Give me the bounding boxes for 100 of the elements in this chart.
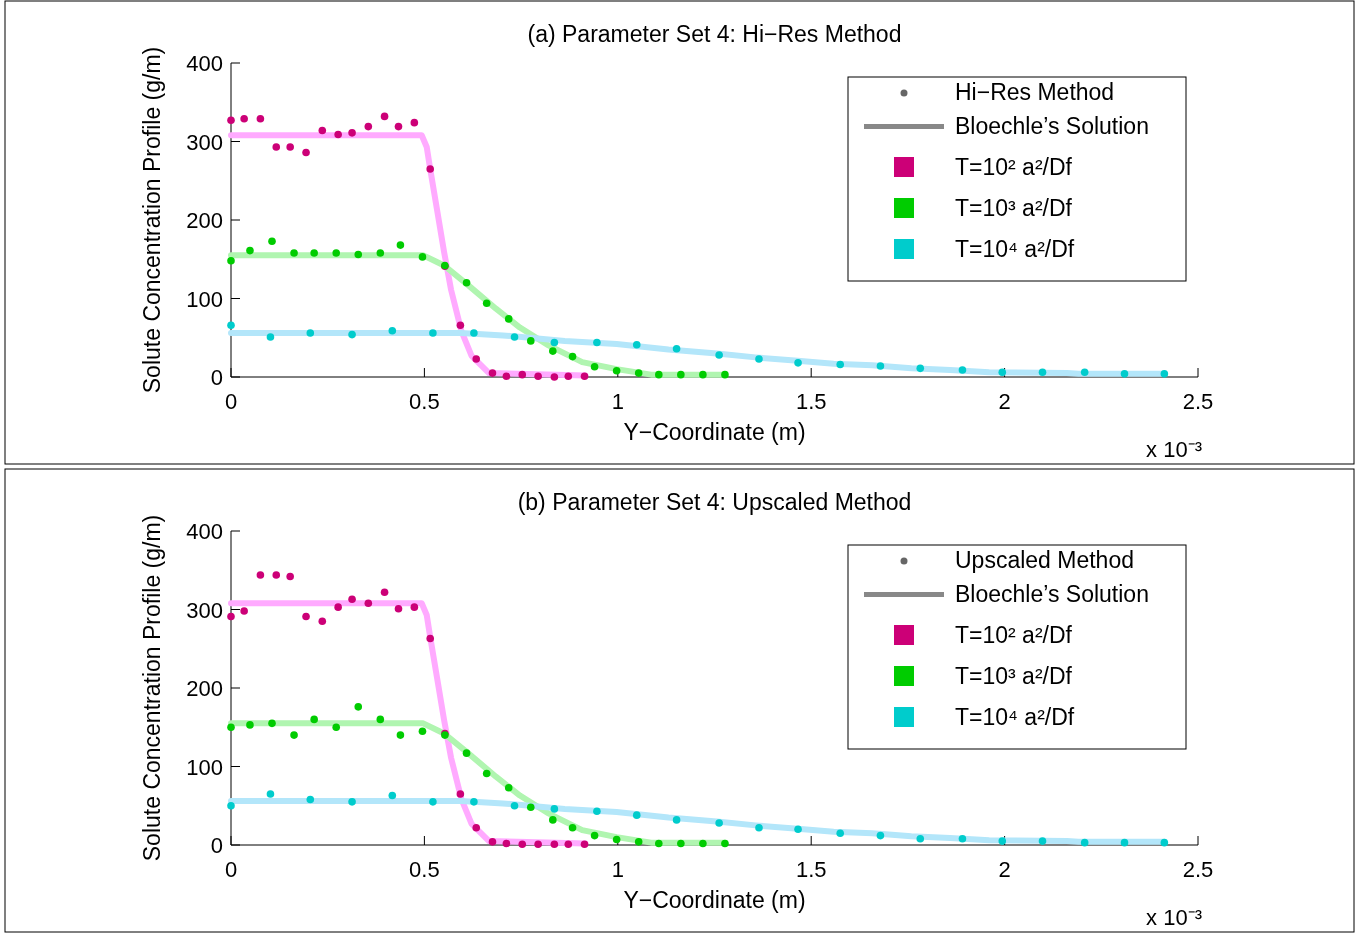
point <box>227 257 235 265</box>
point <box>410 118 419 127</box>
point <box>364 122 373 131</box>
text: x 10⁻³ <box>1146 437 1202 462</box>
point <box>502 372 511 381</box>
point <box>564 372 573 381</box>
point <box>916 364 925 373</box>
y-tick-label: 200 <box>186 208 223 233</box>
point <box>534 840 542 849</box>
point <box>1038 837 1047 845</box>
point <box>286 143 294 151</box>
point <box>227 321 235 329</box>
point <box>227 723 235 732</box>
point <box>699 839 707 848</box>
y-axis-title: Solute Concentration Profile (g/m) <box>139 46 165 394</box>
point <box>334 603 342 611</box>
x-axis-title: Y−Coordinate (m) <box>623 419 806 445</box>
point <box>388 791 397 800</box>
point <box>612 366 621 375</box>
point <box>310 715 318 724</box>
point <box>518 840 527 849</box>
point <box>268 719 276 728</box>
point <box>672 816 681 824</box>
point <box>794 825 802 834</box>
point <box>429 329 437 337</box>
point <box>272 571 281 579</box>
chart-title: (a) Parameter Set 4: Hi−Res Method <box>527 21 902 47</box>
point <box>677 370 685 379</box>
y-tick-label: 400 <box>186 51 223 76</box>
point <box>549 347 557 355</box>
point <box>470 798 478 806</box>
point <box>394 122 403 131</box>
point <box>672 344 681 353</box>
point <box>998 837 1007 845</box>
point <box>456 321 465 329</box>
x-tick-label: 1.5 <box>795 389 827 414</box>
point <box>998 368 1007 377</box>
point <box>240 114 248 123</box>
x-tick-label: 2.5 <box>1182 389 1214 414</box>
point <box>550 805 559 813</box>
point <box>518 370 527 379</box>
annotation: Hi−Res Method <box>955 79 1115 105</box>
point <box>715 819 723 827</box>
point <box>580 372 589 381</box>
point <box>418 253 427 261</box>
point <box>348 595 356 604</box>
point <box>240 607 248 615</box>
point <box>550 840 559 849</box>
point <box>550 338 559 347</box>
point <box>332 249 341 257</box>
point <box>836 829 845 838</box>
point <box>721 839 729 848</box>
point <box>715 351 723 359</box>
legend-label: T=10⁴ a²/Df <box>955 704 1075 730</box>
x-tick-label: 1 <box>611 389 624 414</box>
point <box>593 807 601 816</box>
point <box>721 370 729 379</box>
point <box>1160 370 1169 378</box>
point <box>612 835 621 844</box>
y-tick-label: 200 <box>186 676 223 701</box>
point <box>306 329 315 337</box>
point <box>590 363 599 371</box>
point <box>482 769 491 778</box>
point <box>958 834 967 843</box>
point <box>1160 838 1169 847</box>
annotation: Upscaled Method <box>955 547 1134 573</box>
point <box>504 315 513 323</box>
point <box>632 341 641 349</box>
point <box>246 721 254 729</box>
point <box>593 338 601 347</box>
point <box>256 114 265 123</box>
y-tick-label: 0 <box>210 365 223 390</box>
point <box>699 370 707 379</box>
point <box>590 831 599 840</box>
legend-label: T=10³ a²/Df <box>955 195 1073 221</box>
point <box>256 571 265 579</box>
point <box>488 838 497 846</box>
point <box>310 249 318 257</box>
point <box>348 129 356 137</box>
point <box>1038 368 1047 377</box>
point <box>246 246 254 255</box>
point <box>482 299 491 308</box>
point <box>429 798 437 806</box>
point <box>1120 838 1129 847</box>
point <box>348 798 356 806</box>
point <box>634 838 643 846</box>
point <box>396 731 405 739</box>
text: x 10⁻³ <box>1146 905 1202 930</box>
point <box>526 337 535 345</box>
point <box>394 604 403 613</box>
point <box>456 790 465 798</box>
y-tick-label: 100 <box>186 754 223 780</box>
legend-label: T=10² a²/Df <box>955 622 1073 648</box>
point <box>302 612 310 621</box>
point <box>227 612 235 621</box>
point <box>376 249 385 257</box>
point <box>318 126 327 135</box>
point <box>376 715 385 724</box>
point <box>462 749 471 757</box>
point <box>348 330 356 339</box>
